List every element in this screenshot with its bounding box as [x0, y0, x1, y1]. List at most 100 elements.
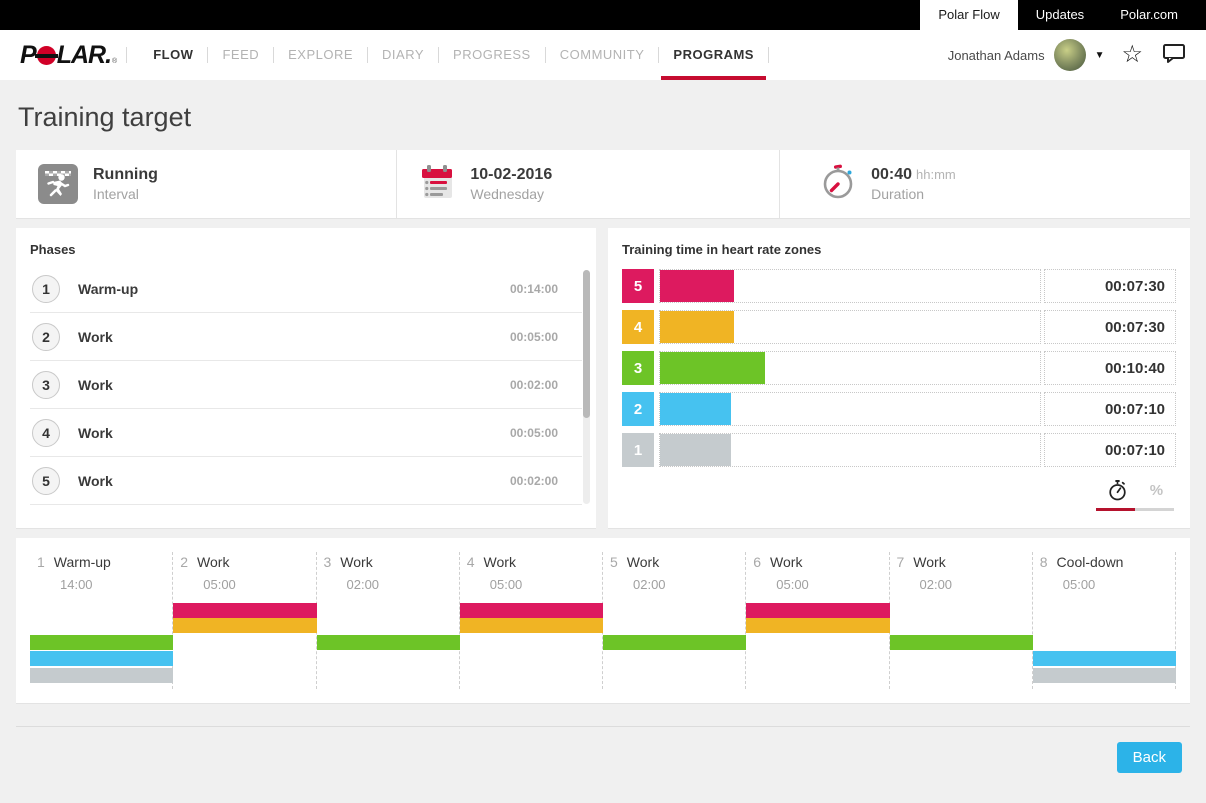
- time-toggle-stopwatch-icon[interactable]: [1107, 479, 1128, 502]
- back-button[interactable]: Back: [1116, 742, 1182, 773]
- phase-duration: 00:02:00: [509, 473, 558, 488]
- timeline-zone-bar: [459, 618, 603, 633]
- zones-unit-toggle: %: [1096, 477, 1174, 511]
- timeline-phase-name: Work: [483, 554, 516, 570]
- timeline-zone-bar: [173, 618, 317, 633]
- timeline-zone-bar: [889, 635, 1033, 650]
- nav-item-diary[interactable]: DIARY: [382, 47, 425, 62]
- timeline-phase-number: 2: [180, 554, 189, 570]
- timeline-phase-name: Work: [340, 554, 373, 570]
- zone-rows: 5 00:07:30 4 00:07:30 3 00:10:40 2 00:07:10 1 00:…: [622, 269, 1176, 467]
- timeline-phase-header: 2 Work: [180, 554, 315, 570]
- zone-bar-track: [659, 269, 1041, 303]
- phase-name: Work: [78, 472, 113, 489]
- zone-bar-track: [659, 433, 1041, 467]
- nav-item-explore[interactable]: EXPLORE: [288, 47, 354, 62]
- zone-time-value: 00:07:30: [1044, 310, 1176, 344]
- nav-item-feed[interactable]: FEED: [222, 47, 260, 62]
- timeline-phase-segment: 4 Work 05:00: [459, 552, 603, 689]
- zone-time-value: 00:07:10: [1044, 433, 1176, 467]
- phase-duration: 00:02:00: [509, 377, 558, 392]
- topbar-tab-updates[interactable]: Updates: [1035, 7, 1085, 22]
- phases-scrollbar-thumb[interactable]: [583, 270, 590, 418]
- zone-number-badge: 2: [622, 392, 654, 426]
- phase-name: Work: [78, 328, 113, 345]
- phases-scrollbar-track[interactable]: [583, 270, 590, 504]
- timeline-phase-duration: 05:00: [1062, 577, 1096, 592]
- duration-value: 00:40: [871, 166, 913, 183]
- nav-separator: [544, 47, 546, 63]
- timeline-phase-duration: 02:00: [346, 577, 380, 592]
- timeline-phase-header: 7 Work: [897, 554, 1032, 570]
- timeline-phase-name: Warm-up: [53, 554, 111, 570]
- running-sport-icon: [38, 164, 78, 204]
- nav-item-flow[interactable]: FLOW: [153, 47, 194, 62]
- timeline-phase-name: Work: [913, 554, 946, 570]
- user-area: Jonathan Adams ▼ ☆: [948, 39, 1186, 71]
- nav-separator: [126, 47, 128, 63]
- timeline-phase-number: 5: [610, 554, 618, 570]
- phase-name: Work: [78, 376, 113, 393]
- zone-row: 4 00:07:30: [622, 310, 1176, 344]
- nav-item-community[interactable]: COMMUNITY: [559, 47, 645, 62]
- timeline-phase-duration: 05:00: [776, 577, 809, 592]
- date-day: Wednesday: [470, 186, 545, 202]
- timeline-phase-segment: 2 Work 05:00: [173, 552, 317, 689]
- zone-bar-track: [659, 351, 1041, 385]
- avatar[interactable]: [1053, 39, 1086, 71]
- timeline-zone-bar: [603, 635, 747, 650]
- timeline-phase-name: Work: [197, 554, 230, 570]
- polar-logo[interactable]: P LAR. ®: [20, 41, 117, 70]
- summary-sport: Running Interval: [16, 150, 396, 218]
- topbar-tab-polar-com[interactable]: Polar.com: [1120, 7, 1178, 22]
- registered-mark: ®: [112, 57, 117, 65]
- phases-list: 1 Warm-up 00:14:00 2 Work 00:05:00 3 Work 00:02:…: [30, 265, 582, 505]
- summary-duration: 00:40 hh:mm Duration: [779, 150, 1190, 218]
- timeline-phase-duration: 02:00: [633, 577, 666, 592]
- zone-row: 3 00:10:40: [622, 351, 1176, 385]
- timeline-phase-name: Cool-down: [1056, 554, 1124, 570]
- duration-unit: hh:mm: [916, 167, 956, 182]
- nav-item-progress[interactable]: PROGRESS: [453, 47, 531, 62]
- nav-separator: [273, 47, 275, 63]
- calendar-icon: [419, 163, 455, 206]
- timeline-zone-bar: [30, 635, 174, 650]
- phase-row: 3 Work 00:02:00: [30, 361, 582, 409]
- nav-separator: [658, 47, 660, 63]
- sport-name: Running: [93, 166, 158, 183]
- panels-row: Phases 1 Warm-up 00:14:00 2 Work 00:05:00 3 Wor…: [16, 228, 1190, 528]
- timeline-zone-bar: [1032, 668, 1176, 683]
- phase-row: 4 Work 00:05:00: [30, 409, 582, 457]
- timeline-phase-header: 4 Work: [467, 554, 602, 570]
- feedback-chat-icon[interactable]: [1162, 42, 1186, 69]
- timeline-phase-segment: 1 Warm-up 14:00: [30, 552, 174, 689]
- percent-toggle[interactable]: %: [1149, 481, 1164, 499]
- polar-logo-o-icon: [34, 45, 58, 65]
- topbar-tab-polar-flow[interactable]: Polar Flow: [920, 0, 1018, 30]
- timeline-phase-segment: 6 Work 05:00: [746, 552, 890, 689]
- timeline-phase-header: 8 Cool-down: [1040, 554, 1175, 570]
- zone-row: 2 00:07:10: [622, 392, 1176, 426]
- timeline-phase-duration: 05:00: [203, 577, 236, 592]
- phase-row: 2 Work 00:05:00: [30, 313, 582, 361]
- phase-number-badge: 3: [32, 370, 60, 399]
- timeline-zone-bar: [746, 603, 890, 618]
- timeline-zone-bar: [173, 603, 317, 618]
- phase-name: Work: [78, 424, 113, 441]
- timeline-phase-header: 5 Work: [610, 554, 745, 570]
- nav-separator: [207, 47, 209, 63]
- zone-row: 1 00:07:10: [622, 433, 1176, 467]
- phase-number-badge: 2: [32, 322, 60, 351]
- timeline-phase-name: Work: [770, 554, 803, 570]
- nav-separator: [767, 47, 769, 63]
- chevron-down-icon[interactable]: ▼: [1094, 49, 1105, 61]
- timeline-phase-number: 6: [753, 554, 762, 570]
- zone-bar-track: [659, 392, 1041, 426]
- nav-item-programs[interactable]: PROGRAMS: [661, 30, 766, 80]
- favorites-star-icon[interactable]: ☆: [1121, 41, 1143, 68]
- zone-time-value: 00:07:10: [1044, 392, 1176, 426]
- phase-duration: 00:05:00: [509, 425, 558, 440]
- timeline-phase-duration: 02:00: [919, 577, 953, 592]
- phase-number-badge: 5: [32, 466, 60, 495]
- timeline-phase-segment: 7 Work 02:00: [889, 552, 1033, 689]
